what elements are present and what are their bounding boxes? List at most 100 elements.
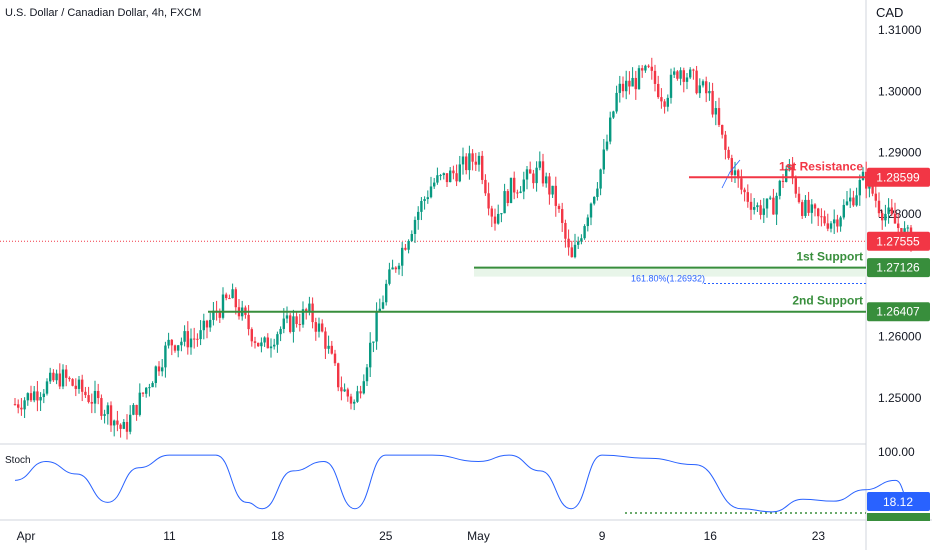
candle-body (327, 345, 330, 349)
candle-body (775, 195, 778, 215)
candle-body (269, 346, 273, 349)
candle-body (13, 404, 17, 406)
candle-body (292, 316, 295, 332)
candle-body (615, 92, 618, 112)
candle-body (170, 339, 173, 346)
candle-body (852, 197, 855, 206)
candle-body (788, 164, 791, 169)
candle-body (362, 381, 365, 394)
candle-body (874, 193, 877, 201)
candle-body (426, 197, 429, 200)
candle-body (199, 330, 202, 340)
candle-body (196, 338, 199, 340)
candle-body (340, 387, 343, 392)
candle-body (33, 391, 36, 401)
candle-body (500, 213, 503, 215)
candle-body (404, 247, 407, 250)
time-tick-label: May (467, 529, 490, 543)
candle-body (509, 177, 513, 203)
candle-body (135, 404, 138, 415)
candle-body (653, 70, 657, 84)
support-2-price: 1.26407 (876, 305, 920, 319)
candle-body (314, 322, 317, 332)
candle-body (193, 338, 196, 340)
candle-body (877, 200, 881, 214)
candle-body (634, 77, 637, 90)
candle-body (641, 68, 644, 71)
candle-body (621, 83, 625, 92)
candle-body (298, 324, 301, 326)
candle-body (45, 381, 49, 394)
candle-body (180, 341, 183, 346)
resistance-level-1[interactable]: 1st Resistance 1.28599 (689, 159, 930, 187)
candle-body (689, 69, 692, 78)
candle-body (564, 222, 567, 239)
candle-body (173, 345, 177, 351)
candle-body (186, 331, 189, 348)
resistance-price: 1.28599 (876, 170, 920, 184)
candle-body (353, 401, 356, 404)
candle-body (551, 185, 554, 195)
candle-body (42, 393, 45, 398)
candle-body (189, 338, 193, 348)
candle-body (458, 164, 461, 182)
candle-body (471, 153, 474, 162)
candle-body (740, 178, 743, 190)
candle-body (308, 303, 311, 312)
candle-body (717, 108, 721, 125)
candle-body (692, 69, 695, 71)
candle-body (657, 83, 660, 98)
candle-body (545, 176, 548, 184)
candle-body (119, 424, 122, 429)
candle-body (618, 83, 621, 93)
candle-body (612, 111, 615, 118)
candle-body (679, 70, 682, 79)
candle-body (701, 81, 705, 86)
candle-body (516, 192, 519, 194)
candle-body (631, 77, 634, 87)
support-level-2[interactable]: 2nd Support 1.26407 (208, 294, 930, 322)
candle-body (164, 345, 167, 368)
resistance-price-badge (867, 167, 930, 187)
stoch-value: 18.12 (883, 495, 913, 509)
candle-body (145, 387, 148, 394)
support-level-1[interactable]: 1st Support 1.27126 (474, 250, 930, 278)
candle-body (369, 342, 372, 368)
candle-body (276, 334, 279, 345)
candle-body (503, 191, 506, 214)
stoch-line (14, 454, 912, 513)
candle-body (225, 294, 228, 299)
candle-body (666, 97, 669, 107)
candle-body (705, 81, 708, 94)
candle-body (577, 241, 580, 245)
fib-extension-label: 161.80%(1.26932) (631, 274, 705, 284)
candle-body (781, 180, 785, 182)
candle-body (71, 379, 74, 386)
candle-body (122, 421, 125, 429)
candle-body (887, 207, 890, 214)
candle-body (221, 294, 225, 318)
currency-label: CAD (876, 5, 904, 20)
candle-body (673, 71, 676, 75)
candle-body (772, 197, 775, 215)
candle-body (113, 420, 116, 426)
candle-body (628, 80, 631, 87)
candle-body (765, 198, 769, 209)
candle-body (897, 223, 900, 229)
candle-body (535, 167, 538, 184)
time-tick-label: 16 (704, 529, 718, 543)
candle-body (532, 173, 535, 184)
candle-body (333, 353, 337, 364)
candle-body (711, 90, 714, 115)
candle-body (445, 173, 449, 183)
candle-body (810, 204, 813, 213)
candle-body (161, 367, 164, 372)
candle-body (906, 227, 909, 229)
candle-body (487, 193, 490, 209)
candle-body (397, 265, 401, 270)
time-axis[interactable]: Apr111825May91623Jun (17, 529, 932, 543)
candle-body (148, 387, 151, 389)
candle-body (273, 344, 276, 347)
candle-body (708, 90, 711, 94)
